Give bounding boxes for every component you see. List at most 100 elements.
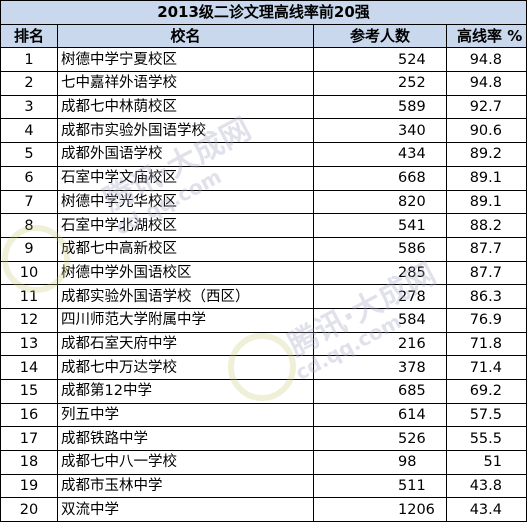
count-cell: 434 (313, 142, 447, 167)
count-cell: 541 (313, 213, 447, 238)
count-cell: 252 (313, 71, 447, 96)
rank-cell: 2 (0, 71, 58, 96)
rate-cell: 43.4 (446, 497, 527, 523)
school-cell: 树德中学宁夏校区 (57, 47, 314, 73)
rate-cell: 89.1 (446, 165, 527, 191)
table-body: 1 树德中学宁夏校区 524 94.8 2 七中嘉祥外语学校 252 94.8 3 成都七中林荫校… (0, 47, 527, 523)
table-row: 6 石室中学文庙校区 668 89.1 (0, 165, 527, 191)
rate-cell: 94.8 (446, 71, 527, 96)
rank-cell: 11 (0, 284, 58, 309)
rank-cell: 8 (0, 213, 58, 238)
rank-cell: 4 (0, 118, 58, 144)
rank-cell: 9 (0, 236, 58, 262)
rate-cell: 69.2 (446, 379, 527, 404)
rate-cell: 89.1 (446, 189, 527, 215)
school-cell: 成都第12中学 (57, 379, 314, 404)
table-row: 2 七中嘉祥外语学校 252 94.8 (0, 71, 527, 96)
table-row: 11 成都实验外国语学校（西区） 278 86.3 (0, 284, 527, 309)
rate-cell: 51 (446, 450, 527, 475)
rate-cell: 55.5 (446, 426, 527, 452)
rank-cell: 20 (0, 497, 58, 523)
count-cell: 511 (313, 473, 447, 499)
count-cell: 378 (313, 355, 447, 380)
table-row: 18 成都七中八一学校 98 51 (0, 450, 527, 475)
count-cell: 98 (313, 450, 447, 475)
school-cell: 树德中学外国语校区 (57, 260, 314, 286)
rank-cell: 14 (0, 355, 58, 380)
table-row: 15 成都第12中学 685 69.2 (0, 379, 527, 404)
table-row: 12 四川师范大学附属中学 584 76.9 (0, 307, 527, 333)
table-row: 13 成都石室天府中学 216 71.8 (0, 331, 527, 357)
table-row: 17 成都铁路中学 526 55.5 (0, 426, 527, 452)
header-count: 参考人数 (313, 23, 447, 49)
rate-cell: 92.7 (446, 94, 527, 120)
count-cell: 586 (313, 236, 447, 262)
table-row: 14 成都七中万达学校 378 71.4 (0, 355, 527, 380)
table-row: 20 双流中学 1206 43.4 (0, 497, 527, 523)
count-cell: 668 (313, 165, 447, 191)
school-cell: 成都七中林荫校区 (57, 94, 314, 120)
rank-cell: 10 (0, 260, 58, 286)
rate-cell: 86.3 (446, 284, 527, 309)
rank-cell: 6 (0, 165, 58, 191)
school-cell: 成都七中高新校区 (57, 236, 314, 262)
rank-cell: 1 (0, 47, 58, 73)
count-cell: 340 (313, 118, 447, 144)
rate-cell: 87.7 (446, 260, 527, 286)
rate-cell: 90.6 (446, 118, 527, 144)
count-cell: 685 (313, 379, 447, 404)
school-cell: 成都市玉林中学 (57, 473, 314, 499)
rate-cell: 71.8 (446, 331, 527, 357)
rate-cell: 88.2 (446, 213, 527, 238)
table-row: 10 树德中学外国语校区 285 87.7 (0, 260, 527, 286)
rank-cell: 16 (0, 402, 58, 428)
school-cell: 四川师范大学附属中学 (57, 307, 314, 333)
count-cell: 820 (313, 189, 447, 215)
rate-cell: 87.7 (446, 236, 527, 262)
rank-cell: 12 (0, 307, 58, 333)
school-cell: 成都铁路中学 (57, 426, 314, 452)
school-cell: 成都七中万达学校 (57, 355, 314, 380)
rate-cell: 57.5 (446, 402, 527, 428)
table-row: 5 成都外国语学校 434 89.2 (0, 142, 527, 167)
header-school: 校名 (57, 23, 314, 49)
rank-cell: 3 (0, 94, 58, 120)
school-cell: 成都实验外国语学校（西区） (57, 284, 314, 309)
table-row: 1 树德中学宁夏校区 524 94.8 (0, 47, 527, 73)
count-cell: 216 (313, 331, 447, 357)
school-cell: 树德中学光华校区 (57, 189, 314, 215)
table-row: 19 成都市玉林中学 511 43.8 (0, 473, 527, 499)
rank-cell: 7 (0, 189, 58, 215)
school-cell: 石室中学北湖校区 (57, 213, 314, 238)
rate-cell: 89.2 (446, 142, 527, 167)
count-cell: 589 (313, 94, 447, 120)
rate-cell: 94.8 (446, 47, 527, 73)
rank-cell: 13 (0, 331, 58, 357)
school-cell: 双流中学 (57, 497, 314, 523)
school-cell: 成都七中八一学校 (57, 450, 314, 475)
table-row: 16 列五中学 614 57.5 (0, 402, 527, 428)
school-cell: 成都外国语学校 (57, 142, 314, 167)
school-cell: 成都市实验外国语学校 (57, 118, 314, 144)
table-row: 3 成都七中林荫校区 589 92.7 (0, 94, 527, 120)
count-cell: 1206 (313, 497, 447, 523)
count-cell: 526 (313, 426, 447, 452)
school-cell: 成都石室天府中学 (57, 331, 314, 357)
rank-cell: 19 (0, 473, 58, 499)
count-cell: 285 (313, 260, 447, 286)
header-rank: 排名 (0, 23, 58, 49)
count-cell: 278 (313, 284, 447, 309)
rate-cell: 43.8 (446, 473, 527, 499)
rank-cell: 5 (0, 142, 58, 167)
table-row: 7 树德中学光华校区 820 89.1 (0, 189, 527, 215)
count-cell: 524 (313, 47, 447, 73)
school-cell: 石室中学文庙校区 (57, 165, 314, 191)
rate-cell: 76.9 (446, 307, 527, 333)
rate-cell: 71.4 (446, 355, 527, 380)
count-cell: 614 (313, 402, 447, 428)
table-row: 8 石室中学北湖校区 541 88.2 (0, 213, 527, 238)
school-cell: 七中嘉祥外语学校 (57, 71, 314, 96)
table-header-row: 排名 校名 参考人数 高线率 % (0, 23, 527, 49)
table-title: 2013级二诊文理高线率前20强 (0, 0, 527, 25)
